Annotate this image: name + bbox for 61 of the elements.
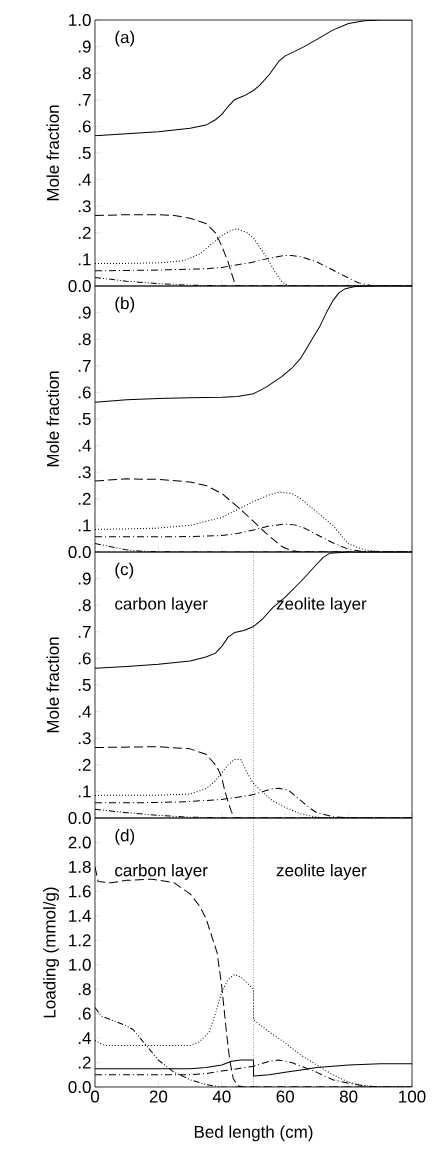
annotation: (a): [115, 30, 135, 47]
y-tick-label: 0.0: [68, 545, 91, 559]
y-tick-label: .9: [78, 306, 91, 319]
y-axis-title: Loading (mmol/g): [43, 887, 59, 1018]
y-tick-label: .1: [78, 785, 91, 798]
y-tick-label: .7: [78, 359, 91, 372]
y-axis-title: Mole fraction: [46, 371, 59, 467]
y-tick-label: .5: [78, 413, 91, 425]
y-tick-label: .4: [78, 173, 91, 186]
x-tick-label: 60: [276, 1090, 294, 1103]
y-axis-title: Mole fraction: [46, 105, 59, 201]
y-tick-label: 1.6: [69, 885, 91, 898]
annotation: (b): [115, 296, 135, 313]
y-tick-label: 0.0: [68, 1080, 91, 1094]
x-tick-label: 100: [399, 1090, 426, 1103]
y-tick-label: .8: [78, 983, 91, 996]
y-tick-label: .4: [78, 705, 91, 718]
x-tick-label: 40: [212, 1090, 231, 1103]
y-tick-label: 1.2: [69, 934, 91, 947]
y-tick-label: 1.4: [69, 909, 91, 922]
y-tick-label: 0.0: [68, 811, 91, 825]
x-tick-label: 20: [149, 1090, 168, 1103]
y-tick-label: .8: [78, 333, 91, 346]
y-tick-label: .3: [78, 200, 91, 213]
y-tick-label: .1: [78, 519, 91, 532]
x-axis-title: Bed length (cm): [194, 1125, 313, 1142]
y-tick-label: .3: [78, 732, 91, 745]
y-tick-label: .6: [78, 386, 91, 399]
y-axis-title: Mole fraction: [46, 637, 59, 733]
annotation: zeolite layer: [276, 863, 367, 880]
y-tick-label: .8: [78, 67, 91, 80]
y-tick-label: .7: [78, 625, 91, 638]
y-tick-label: .6: [78, 1007, 91, 1020]
y-tick-label: 1.0: [69, 958, 91, 971]
y-tick-label: .6: [78, 652, 91, 665]
y-tick-label: .2: [78, 758, 91, 771]
y-tick-label: 0.0: [68, 279, 91, 293]
annotation: carbon layer: [115, 863, 208, 880]
y-tick-label: 1.0: [69, 13, 91, 27]
y-tick-label: .9: [78, 40, 91, 53]
y-tick-label: 1.8: [69, 860, 91, 873]
y-tick-label: .5: [78, 147, 91, 159]
y-tick-label: .3: [78, 466, 91, 479]
x-tick-label: 0: [90, 1090, 100, 1103]
y-tick-label: .4: [78, 1032, 91, 1044]
annotation: (d): [115, 828, 135, 845]
y-tick-label: .4: [78, 439, 91, 452]
x-tick-label: 80: [339, 1090, 358, 1103]
y-tick-label: .6: [78, 120, 91, 133]
annotation: carbon layer: [115, 597, 208, 614]
y-tick-label: 2.0: [68, 836, 91, 849]
y-tick-label: .2: [78, 1056, 91, 1069]
y-tick-label: .7: [78, 93, 91, 106]
y-tick-label: .9: [78, 572, 91, 585]
y-tick-label: .1: [78, 253, 91, 266]
y-tick-label: .8: [78, 599, 91, 612]
annotation: (c): [115, 562, 134, 579]
y-tick-label: .2: [78, 492, 91, 505]
annotation: zeolite layer: [276, 597, 367, 614]
y-tick-label: .2: [78, 226, 91, 239]
y-tick-label: .5: [78, 679, 91, 691]
